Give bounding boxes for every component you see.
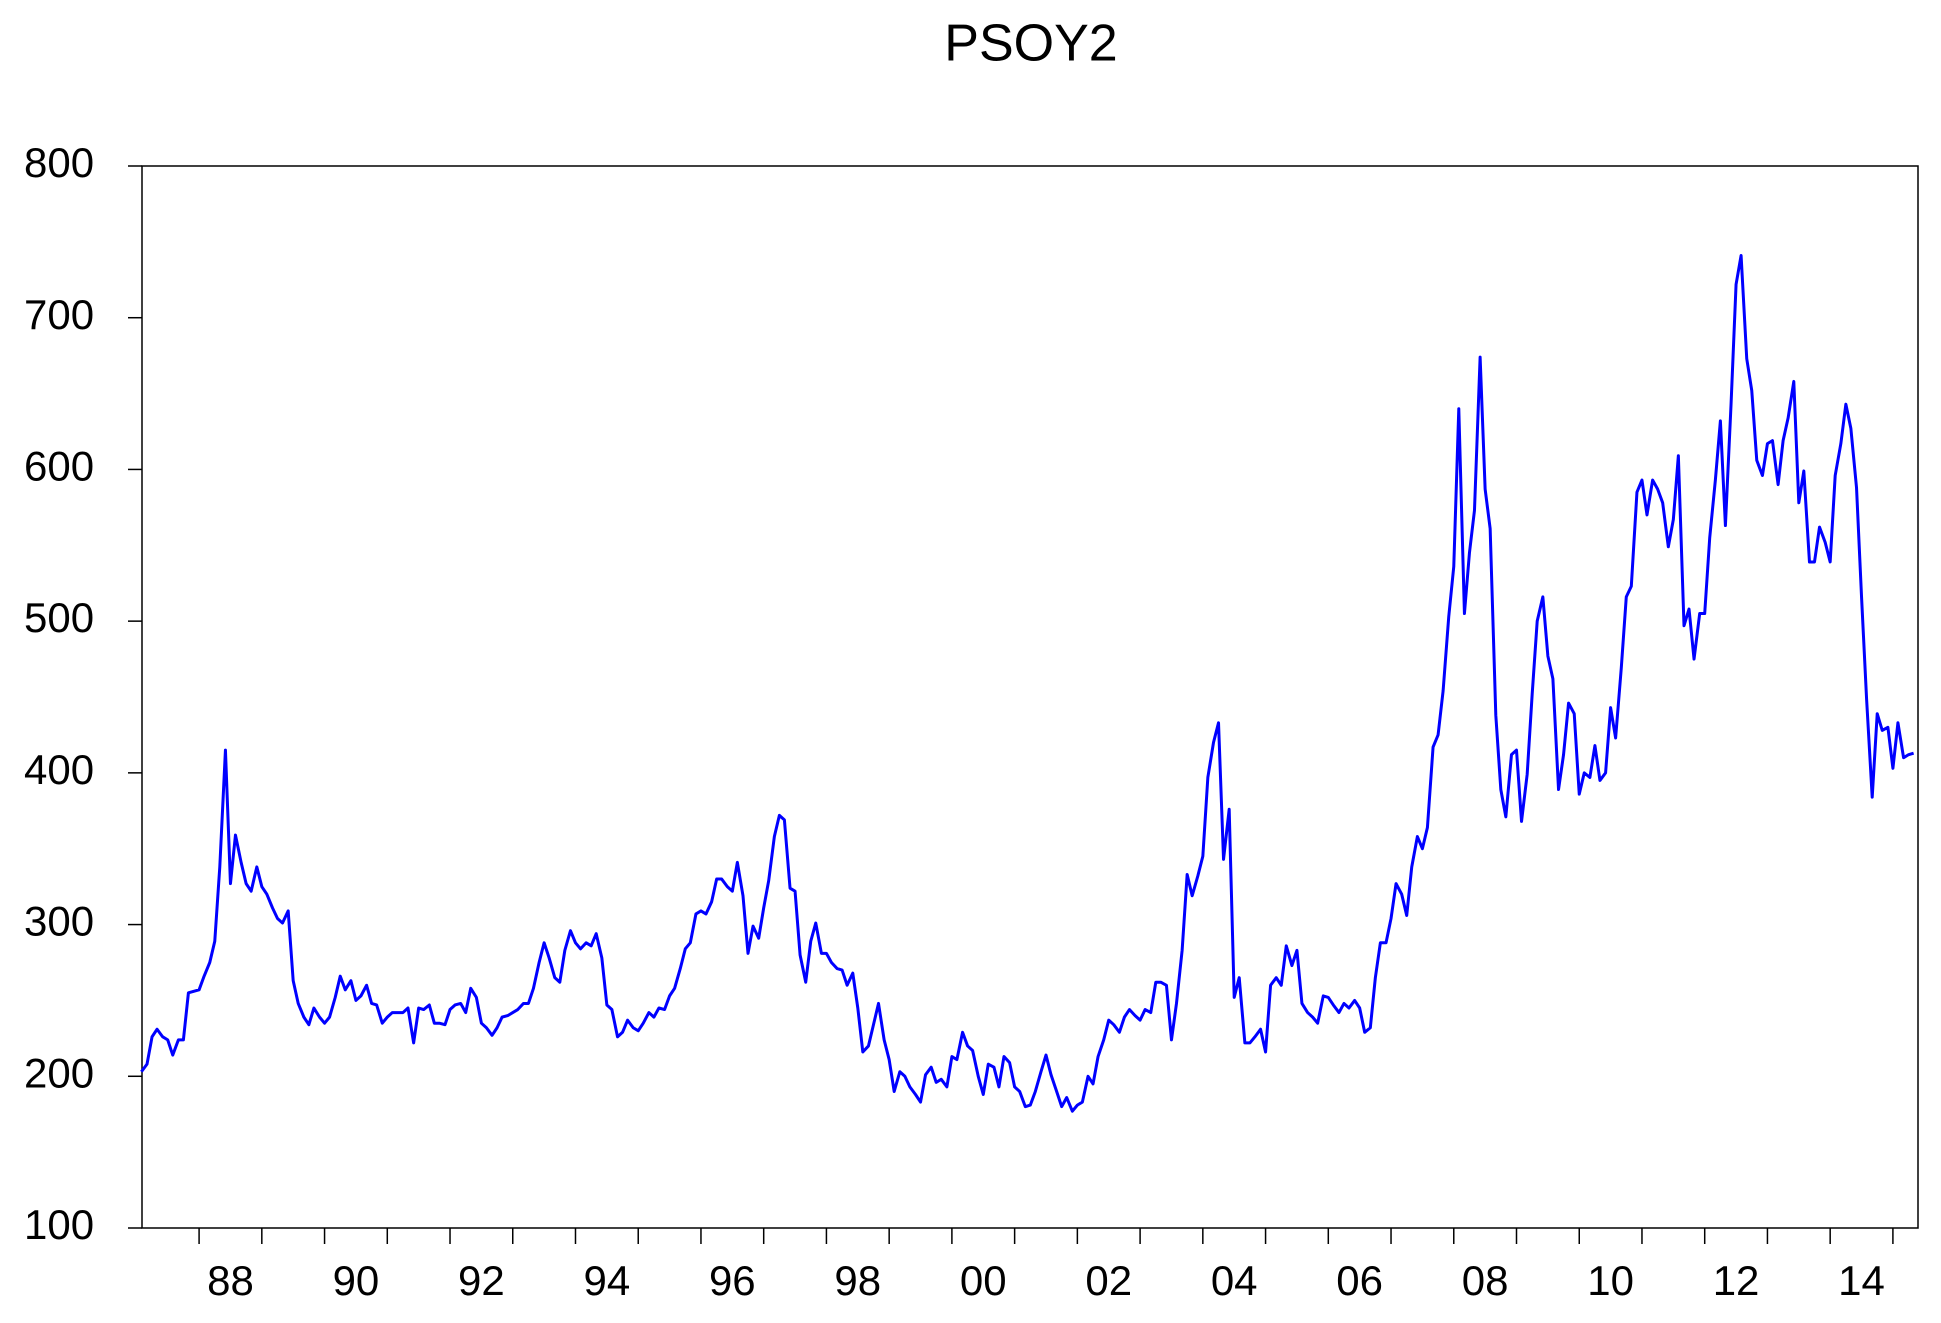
x-tick-label: 00	[960, 1257, 1007, 1304]
plot-frame	[141, 165, 1919, 1229]
x-tick-label: 04	[1211, 1257, 1258, 1304]
y-tick-label: 800	[24, 139, 94, 186]
x-tick-label: 96	[709, 1257, 756, 1304]
y-tick-label: 600	[24, 443, 94, 490]
x-tick-label: 88	[207, 1257, 254, 1304]
x-tick-label: 92	[458, 1257, 505, 1304]
x-tick-label: 10	[1587, 1257, 1634, 1304]
x-tick-label: 08	[1462, 1257, 1509, 1304]
x-tick-label: 98	[834, 1257, 881, 1304]
y-tick-label: 500	[24, 594, 94, 641]
x-tick-label: 06	[1336, 1257, 1383, 1304]
y-tick-label: 200	[24, 1049, 94, 1096]
x-tick-label: 14	[1838, 1257, 1885, 1304]
chart-title: PSOY2	[944, 15, 1117, 73]
x-tick-label: 02	[1085, 1257, 1132, 1304]
x-tick-label: 12	[1713, 1257, 1760, 1304]
y-tick-label: 100	[24, 1201, 94, 1248]
y-tick-label: 700	[24, 291, 94, 338]
y-tick-label: 400	[24, 746, 94, 793]
x-tick-label: 90	[333, 1257, 380, 1304]
x-tick-label: 94	[583, 1257, 630, 1304]
data-line	[140, 254, 1915, 1113]
y-tick-label: 300	[24, 898, 94, 945]
